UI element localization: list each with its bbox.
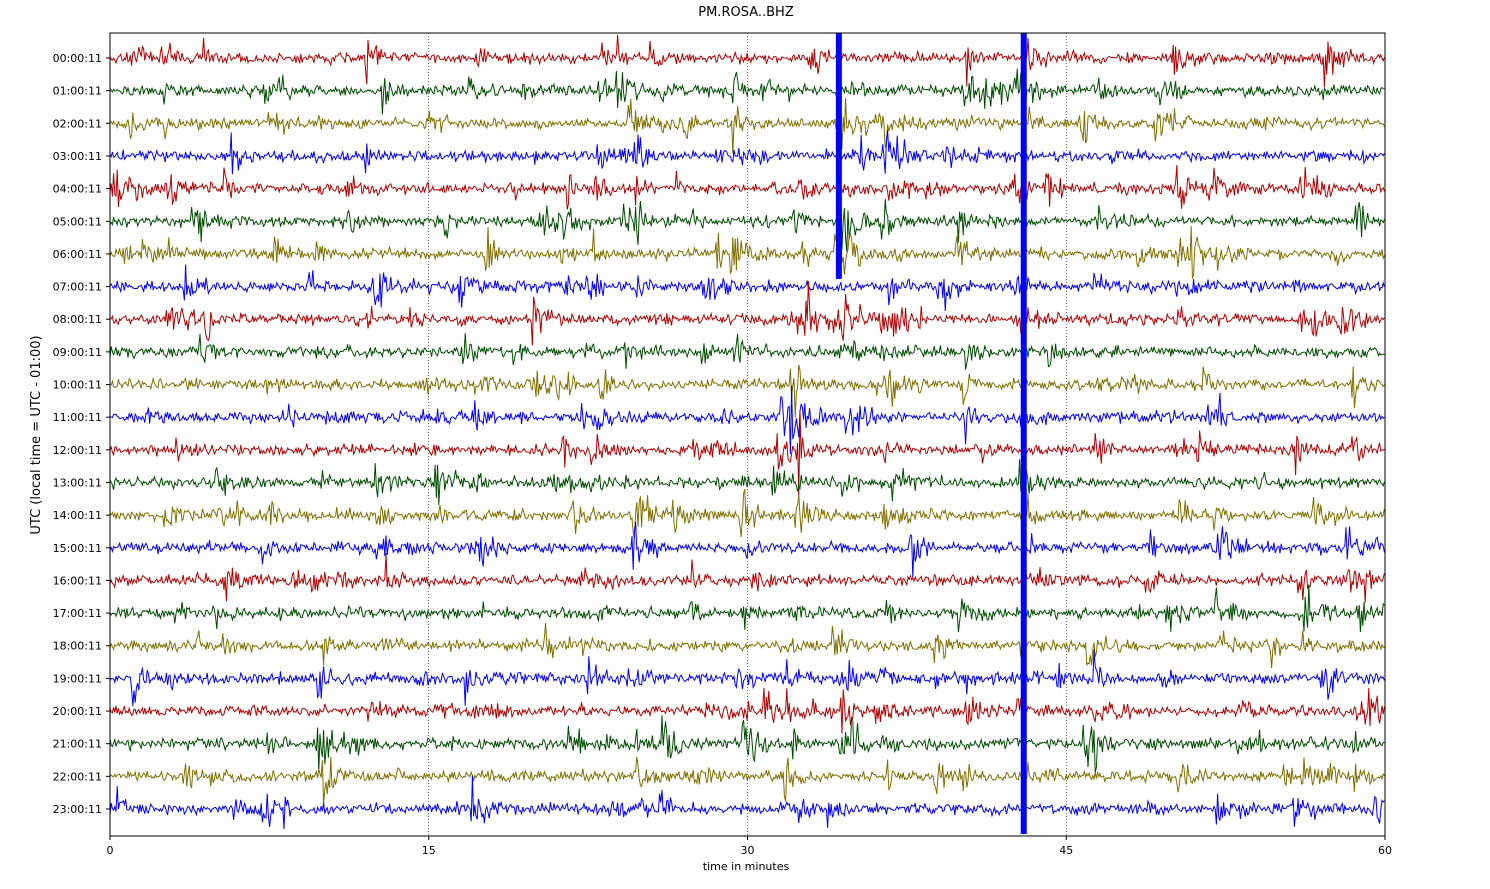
y-tick-label: 03:00:11 [53,150,102,163]
trace-row-22:00:11 [109,756,1385,805]
y-tick-label: 14:00:11 [53,509,102,522]
seismic-traces [109,33,1385,834]
y-tick-label: 02:00:11 [53,117,102,130]
y-tick-label: 23:00:11 [53,803,102,816]
y-tick-label: 04:00:11 [53,183,102,196]
trace-row-18:00:11 [109,623,1385,669]
y-tick-label: 11:00:11 [53,411,102,424]
trace-row-04:00:11 [109,164,1385,210]
trace-row-23:00:11 [109,775,1385,830]
y-tick-label: 07:00:11 [53,281,102,294]
y-tick-label: 21:00:11 [53,738,102,751]
trace-row-02:00:11 [109,97,1385,154]
trace-row-17:00:11 [109,584,1385,633]
x-tick-label: 0 [107,844,114,857]
x-tick-label: 15 [422,844,436,857]
x-tick-label: 60 [1378,844,1392,857]
trace-row-08:00:11 [109,280,1385,346]
y-tick-label: 17:00:11 [53,607,102,620]
y-tick-label: 12:00:11 [53,444,102,457]
x-axis-label: time in minutes [703,860,790,873]
trace-row-05:00:11 [109,182,1385,252]
x-tick-label: 30 [741,844,755,857]
y-tick-label: 15:00:11 [53,542,102,555]
trace-row-06:00:11 [109,226,1385,279]
trace-row-03:00:11 [109,130,1385,175]
y-tick-label: 22:00:11 [53,770,102,783]
trace-row-10:00:11 [109,364,1385,418]
x-axis-ticks: 0 15 30 45 60 [107,836,1392,857]
major-event-2 [1020,33,1027,834]
y-tick-label: 00:00:11 [53,52,102,65]
vertical-gridlines [428,33,1067,836]
y-tick-label: 20:00:11 [53,705,102,718]
trace-row-01:00:11 [109,68,1385,115]
trace-row-07:00:11 [109,264,1385,312]
trace-row-09:00:11 [109,333,1385,370]
y-tick-label: 16:00:11 [53,574,102,587]
y-tick-label: 05:00:11 [53,215,102,228]
y-tick-label: 01:00:11 [53,85,102,98]
trace-row-11:00:11 [109,385,1385,455]
y-axis-label: UTC (local time = UTC - 01:00) [29,335,44,534]
trace-row-00:00:11 [109,34,1385,88]
y-tick-label: 06:00:11 [53,248,102,261]
trace-row-13:00:11 [109,459,1385,506]
y-tick-label: 08:00:11 [53,313,102,326]
trace-row-14:00:11 [109,489,1385,539]
trace-row-19:00:11 [109,649,1385,707]
chart-title: PM.ROSA..BHZ [698,5,794,20]
major-event-1 [835,33,842,279]
x-tick-label: 45 [1059,844,1073,857]
y-tick-label: 13:00:11 [53,476,102,489]
y-tick-label: 10:00:11 [53,379,102,392]
y-tick-label: 09:00:11 [53,346,102,359]
trace-row-21:00:11 [109,715,1385,773]
trace-row-15:00:11 [109,521,1385,578]
trace-row-16:00:11 [109,553,1385,603]
trace-row-12:00:11 [109,409,1385,498]
trace-row-20:00:11 [109,687,1385,734]
y-tick-label: 18:00:11 [53,640,102,653]
y-tick-label: 19:00:11 [53,672,102,685]
y-axis-ticks: 00:00:11 01:00:11 02:00:11 03:00:11 04:00:11… [53,52,110,816]
